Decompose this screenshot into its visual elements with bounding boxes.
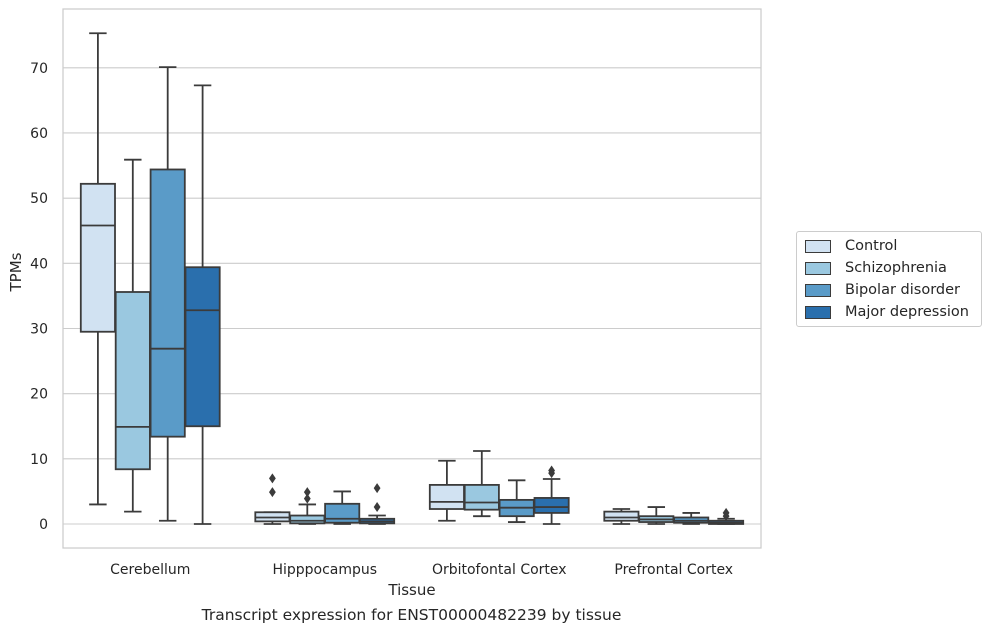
box-groups — [79, 32, 745, 525]
box — [184, 84, 221, 525]
box-rect — [184, 266, 221, 428]
legend-swatch-bipolar-disorder — [805, 283, 831, 297]
box — [149, 66, 186, 522]
y-tick-labels: 0 10 20 30 40 50 60 70 — [30, 61, 48, 533]
box-rect — [428, 483, 465, 510]
box-rect — [533, 497, 570, 514]
y-tick-label: 50 — [30, 191, 48, 207]
box — [289, 487, 326, 525]
box — [708, 507, 745, 525]
legend-item-bipolar-disorder: Bipolar disorder — [805, 280, 960, 300]
box-rect — [114, 291, 151, 471]
box — [533, 465, 570, 525]
legend-swatch-schizophrenia — [805, 261, 831, 275]
legend-label-major-depression: Major depression — [845, 304, 969, 320]
y-tick-label: 70 — [30, 61, 48, 77]
x-axis-label: Tissue — [387, 581, 435, 599]
box — [359, 483, 396, 525]
box-rect — [603, 510, 640, 522]
box-rect — [149, 168, 186, 438]
y-tick-label: 20 — [30, 387, 48, 403]
legend-label-schizophrenia: Schizophrenia — [845, 260, 947, 276]
outlier-point — [303, 493, 311, 504]
x-tick-label: Hipppocampus — [272, 562, 377, 578]
box — [638, 506, 675, 525]
box-rect — [463, 483, 500, 511]
y-axis-label: TPMs — [7, 252, 25, 292]
box — [428, 459, 465, 522]
legend-label-bipolar-disorder: Bipolar disorder — [845, 282, 960, 298]
legend-swatch-major-depression — [805, 305, 831, 319]
chart-caption: Transcript expression for ENST0000048223… — [201, 606, 622, 624]
legend-label-control: Control — [845, 238, 898, 254]
outlier-point — [303, 487, 311, 498]
box — [324, 490, 361, 525]
legend-swatch-control — [805, 239, 831, 253]
x-tick-label: Prefrontal Cortex — [614, 562, 733, 578]
legend-item-schizophrenia: Schizophrenia — [805, 258, 947, 278]
outlier-point — [373, 502, 381, 513]
box — [114, 158, 151, 513]
outlier-point — [269, 473, 276, 484]
outlier-point — [548, 468, 555, 479]
outlier-point — [722, 511, 730, 522]
outlier-point — [269, 487, 276, 498]
box — [463, 450, 500, 518]
legend-item-major-depression: Major depression — [805, 302, 969, 322]
y-tick-label: 40 — [30, 256, 48, 272]
legend: Control Schizophrenia Bipolar disorder M… — [796, 231, 982, 327]
box — [79, 32, 116, 506]
box-rect — [324, 502, 361, 524]
legend-item-control: Control — [805, 236, 897, 256]
box — [673, 512, 710, 525]
y-tick-label: 10 — [30, 452, 48, 468]
x-tick-labels: Cerebellum Hipppocampus Orbitofontal Corte… — [110, 562, 733, 578]
y-tick-label: 60 — [30, 126, 48, 142]
box — [498, 479, 535, 523]
outlier-point — [373, 483, 381, 494]
x-tick-label: Cerebellum — [110, 562, 190, 578]
x-tick-label: Orbitofontal Cortex — [432, 562, 567, 578]
box-rect — [79, 182, 116, 333]
y-tick-label: 30 — [30, 321, 48, 337]
box-rect — [289, 514, 326, 525]
y-tick-label: 0 — [39, 517, 48, 533]
